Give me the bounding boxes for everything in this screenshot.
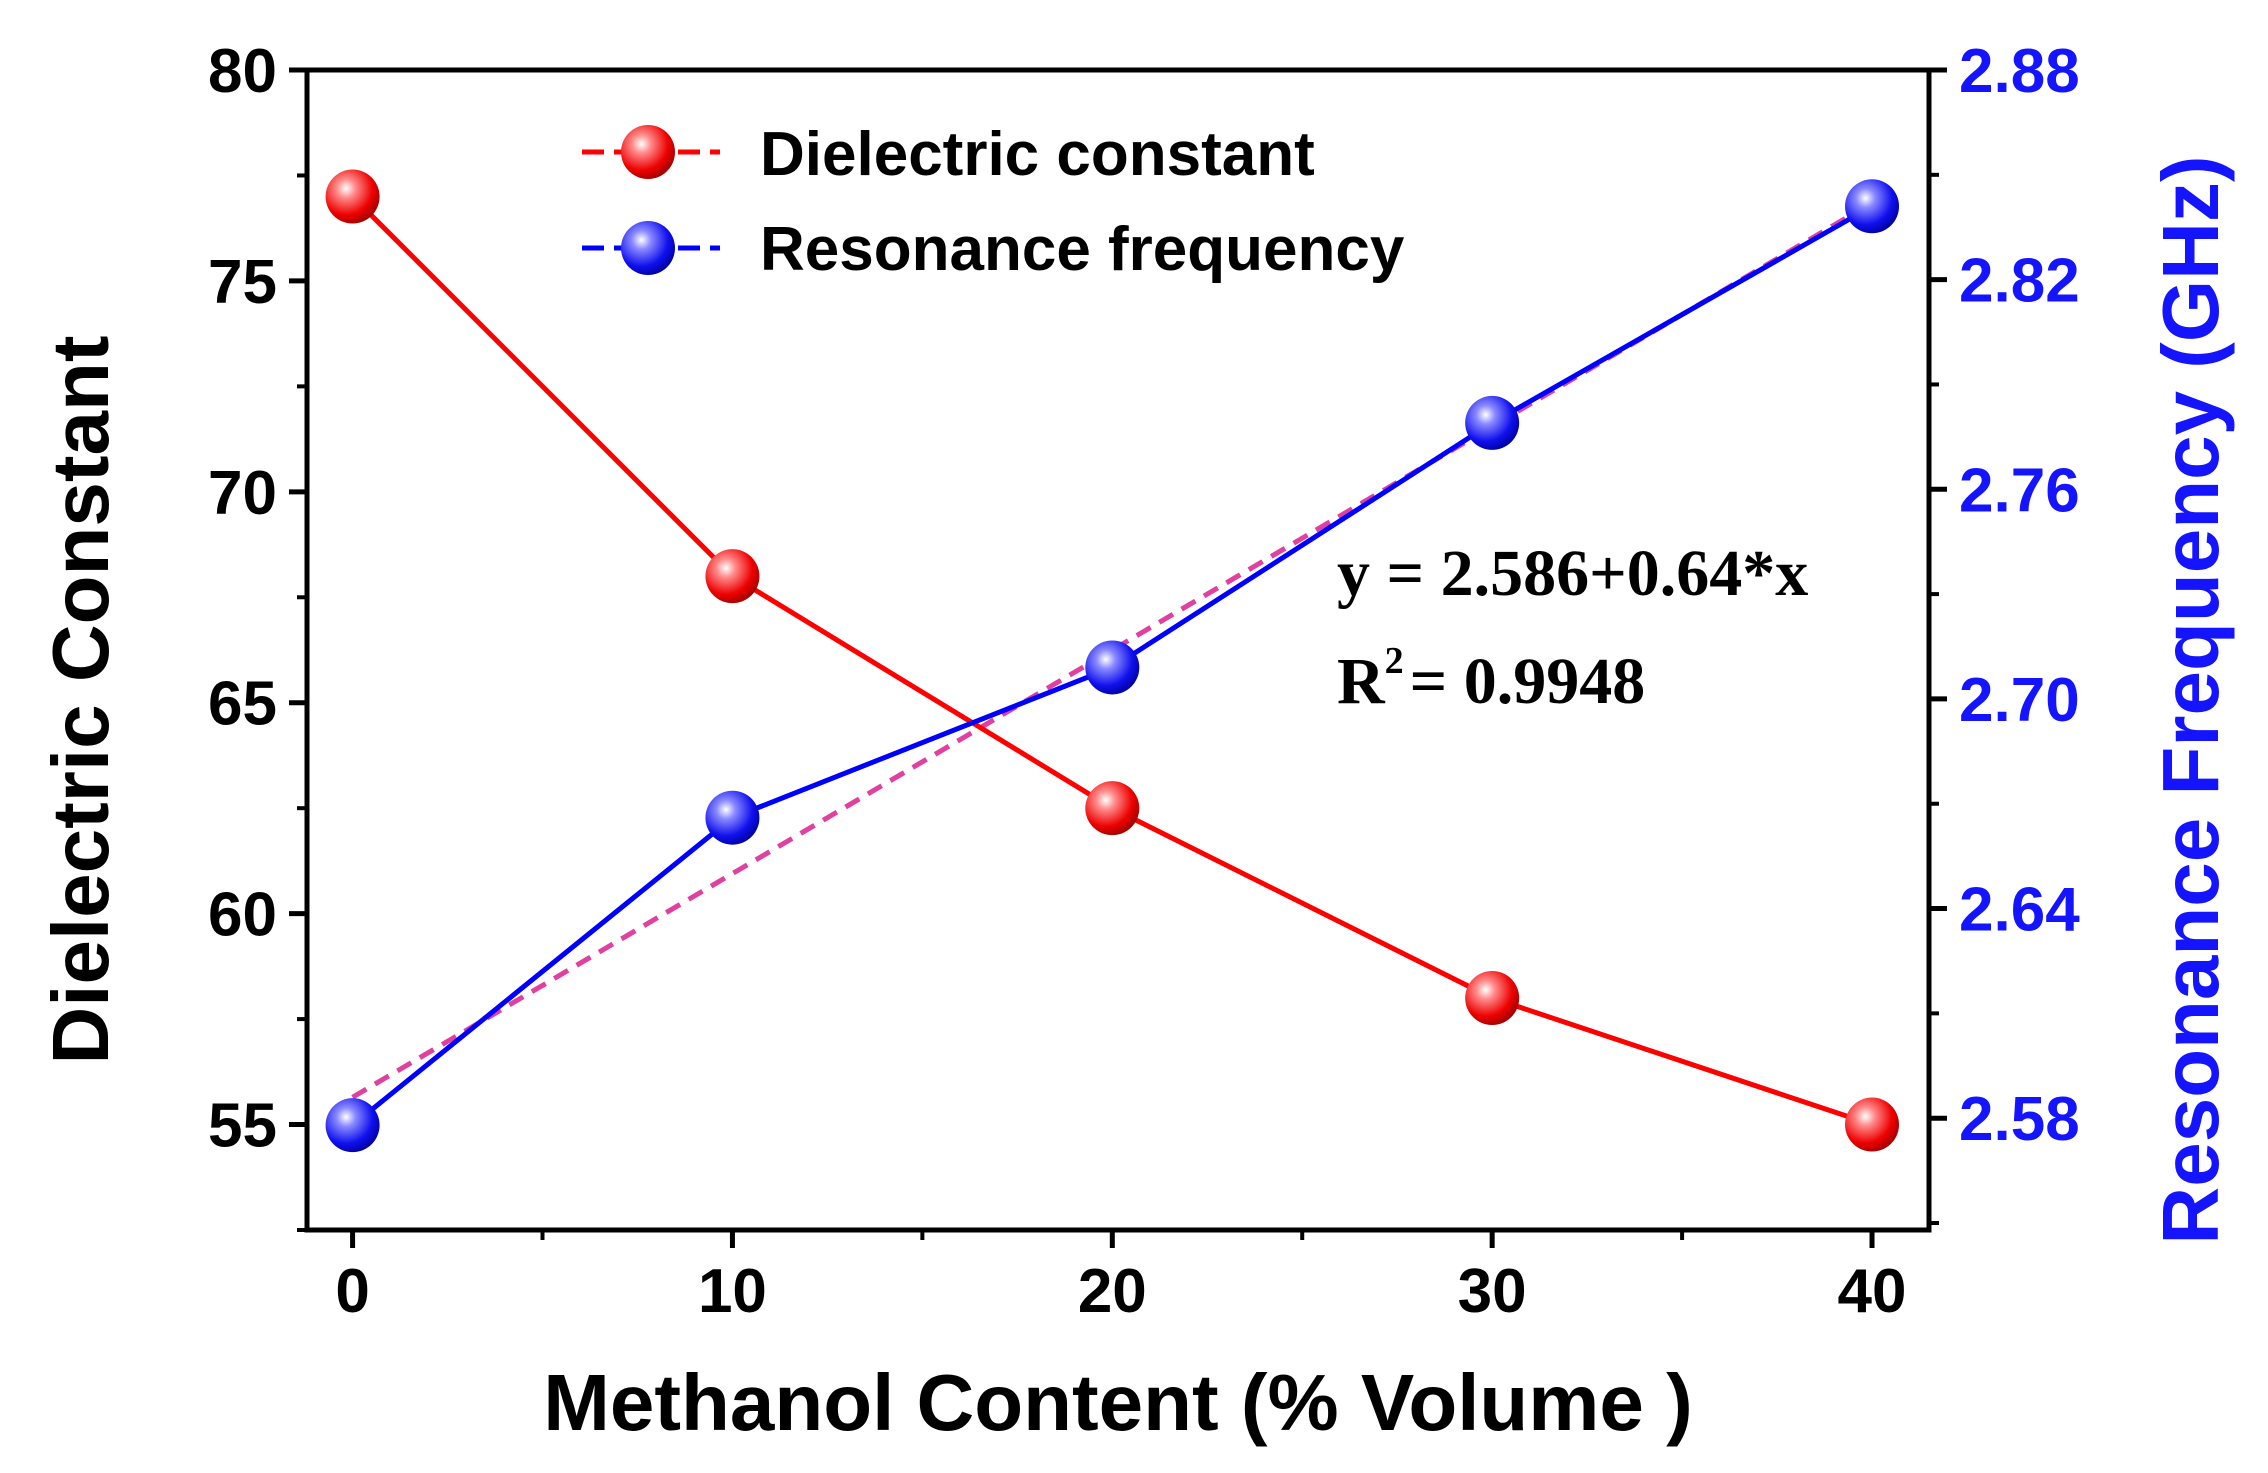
legend-label-resonance: Resonance frequency [760,215,1405,284]
resonance-point [1085,640,1140,695]
r2-value: = 0.9948 [1410,645,1646,718]
right-tick-label: 2.76 [1959,456,2080,525]
r2-prefix: R [1337,645,1386,718]
right-tick-label: 2.82 [1959,247,2080,316]
resonance-point [1845,179,1900,234]
dielectric-constant-points [325,169,1900,1152]
resonance-point [325,1098,380,1153]
right-tick-label: 2.58 [1959,1085,2080,1154]
x-axis-ticks: 0 10 20 30 40 [335,1230,1907,1326]
fit-equation: y = 2.586+0.64*x [1337,537,1808,610]
resonance-point [1465,395,1520,450]
left-tick-label: 75 [208,248,277,317]
x-tick-label: 10 [698,1257,767,1326]
dielectric-point [1465,971,1520,1025]
legend: Dielectric constant Resonance frequency [582,120,1405,284]
legend-swatch-dielectric-marker [621,125,675,179]
x-tick-label: 30 [1458,1257,1527,1326]
x-tick-label: 0 [335,1257,369,1326]
r2-superscript: 2 [1385,640,1404,682]
right-tick-label: 2.88 [1959,37,2080,106]
dielectric-point [705,549,760,604]
left-tick-label: 60 [208,881,277,950]
right-tick-label: 2.64 [1959,876,2080,945]
legend-label-dielectric: Dielectric constant [760,120,1315,189]
dielectric-point [1085,781,1140,836]
right-tick-label: 2.70 [1959,666,2080,735]
left-tick-label: 70 [208,459,277,528]
dielectric-point [325,169,380,224]
x-tick-label: 40 [1838,1257,1907,1326]
right-axis-ticks: 2.58 2.64 2.70 2.76 2.82 2.88 [1929,37,2080,1226]
x-tick-label: 20 [1078,1257,1147,1326]
left-axis-title: Dielectric Constant [36,335,125,1064]
right-axis-title: Resonance Frequency (GHz) [2146,155,2235,1244]
left-tick-label: 65 [208,670,277,739]
dielectric-point [1845,1097,1900,1152]
left-tick-label: 80 [208,37,277,106]
fit-r-squared: R2= 0.9948 [1337,640,1645,718]
legend-swatch-resonance-marker [621,221,675,275]
x-axis-title: Methanol Content (% Volume ) [543,1358,1693,1447]
resonance-frequency-points [325,179,1900,1153]
left-axis-ticks: 55 60 65 70 75 80 [208,37,307,1232]
resonance-point [705,790,760,845]
plot-frame [304,67,1932,1233]
left-tick-label: 55 [208,1092,277,1161]
